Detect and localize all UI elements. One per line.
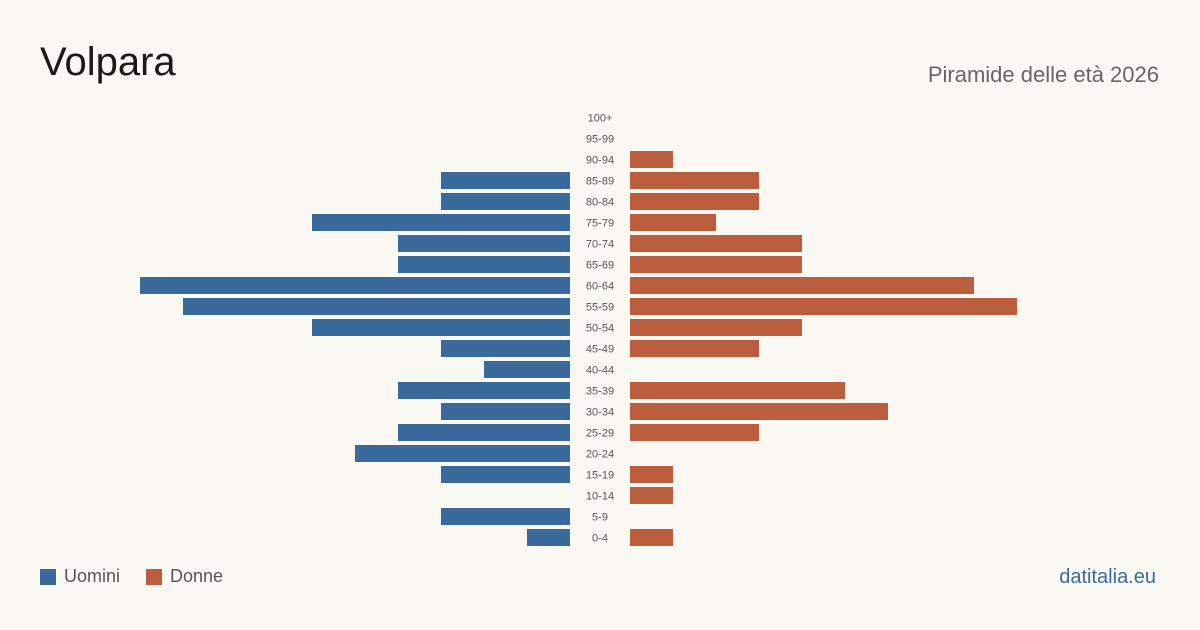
bar-women	[630, 487, 673, 504]
age-group-label: 30-34	[586, 407, 614, 419]
bar-men	[398, 235, 570, 252]
bar-men	[441, 340, 570, 357]
bar-men	[527, 529, 570, 546]
bar-women	[630, 256, 802, 273]
bar-women	[630, 235, 802, 252]
bar-men	[312, 319, 570, 336]
bar-men	[312, 214, 570, 231]
legend-label-women: Donne	[170, 566, 224, 586]
bar-men	[183, 298, 570, 315]
bar-women	[630, 466, 673, 483]
bar-women	[630, 214, 716, 231]
age-group-label: 85-89	[586, 176, 614, 188]
bar-women	[630, 151, 673, 168]
age-group-label: 60-64	[586, 281, 614, 293]
age-group-label: 90-94	[586, 155, 614, 167]
legend-swatch-men	[40, 568, 56, 585]
bar-women	[630, 403, 888, 420]
legend-label-men: Uomini	[64, 566, 121, 586]
chart-title: Volpara	[40, 40, 176, 84]
legend-swatch-women	[146, 568, 163, 585]
bar-men	[441, 172, 570, 189]
age-group-label: 40-44	[586, 365, 614, 377]
bar-men	[398, 424, 570, 441]
age-group-label: 70-74	[586, 239, 614, 251]
bar-men	[441, 193, 570, 210]
bar-women	[630, 172, 759, 189]
bar-women	[630, 382, 845, 399]
bar-women	[630, 340, 759, 357]
age-group-label: 10-14	[586, 491, 614, 503]
bar-women	[630, 319, 802, 336]
legend-item-women: Donne	[146, 566, 223, 587]
bar-women	[630, 298, 1017, 315]
age-group-label: 20-24	[586, 449, 614, 461]
age-group-label: 45-49	[586, 344, 614, 356]
legend: Uomini Donne	[40, 566, 249, 587]
age-group-label: 80-84	[586, 197, 614, 209]
bar-men	[355, 445, 570, 462]
bar-men	[441, 466, 570, 483]
bar-men	[441, 403, 570, 420]
bar-men	[398, 382, 570, 399]
age-group-label: 5-9	[592, 512, 608, 524]
site-link[interactable]: datitalia.eu	[1059, 566, 1156, 588]
bar-women	[630, 529, 673, 546]
legend-item-men: Uomini	[40, 566, 120, 587]
bar-men	[140, 277, 570, 294]
bar-women	[630, 193, 759, 210]
age-group-label: 15-19	[586, 470, 614, 482]
bar-women	[630, 277, 974, 294]
age-group-label: 65-69	[586, 260, 614, 272]
age-group-label: 55-59	[586, 302, 614, 314]
age-group-label: 100+	[588, 113, 613, 125]
age-group-label: 50-54	[586, 323, 614, 335]
age-group-label: 0-4	[592, 533, 608, 545]
bar-men	[398, 256, 570, 273]
age-group-label: 95-99	[586, 134, 614, 146]
bar-women	[630, 424, 759, 441]
bar-men	[441, 508, 570, 525]
age-group-label: 75-79	[586, 218, 614, 230]
age-group-label: 35-39	[586, 386, 614, 398]
bar-men	[484, 361, 570, 378]
age-group-label: 25-29	[586, 428, 614, 440]
chart-subtitle: Piramide delle età 2026	[927, 62, 1159, 87]
